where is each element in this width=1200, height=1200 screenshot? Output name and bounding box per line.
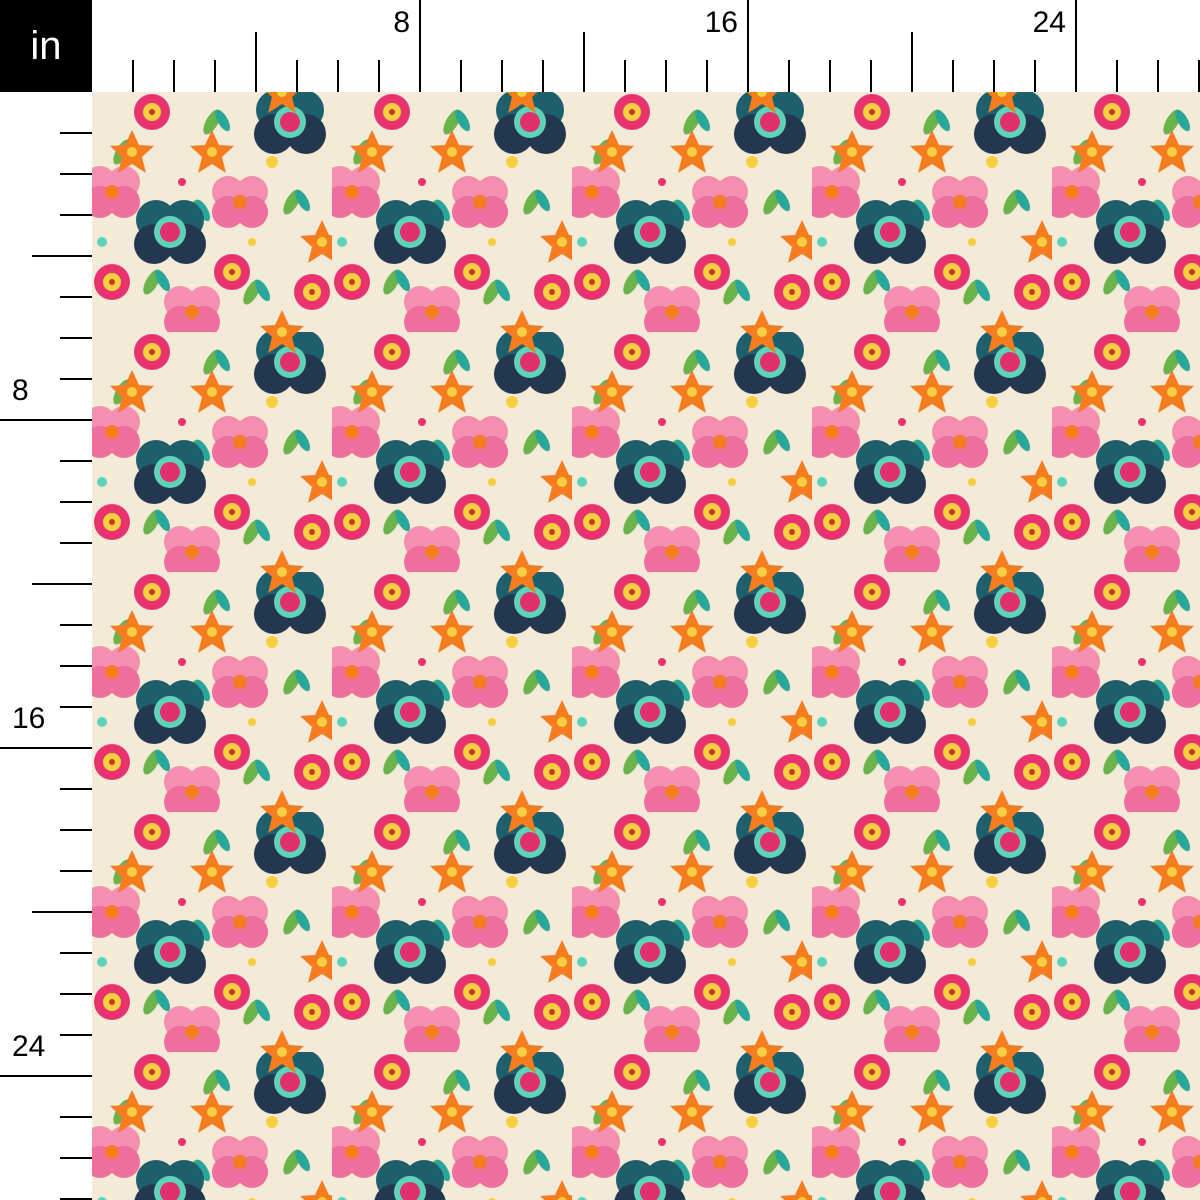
ruler-tick <box>1034 60 1036 92</box>
left-ruler-label: 16 <box>12 702 46 735</box>
ruler-tick <box>60 1116 92 1118</box>
ruler-tick <box>993 60 995 92</box>
left-ruler-label: 24 <box>12 1030 46 1063</box>
ruler-tick <box>542 60 544 92</box>
ruler-tick <box>60 870 92 872</box>
ruler-tick <box>1198 60 1200 92</box>
unit-label: in <box>0 0 92 92</box>
ruler-tick <box>870 60 872 92</box>
ruler-tick <box>1116 60 1118 92</box>
top-ruler-label: 16 <box>704 6 738 39</box>
ruler-tick <box>911 32 913 92</box>
left-ruler-label: 8 <box>12 374 29 407</box>
ruler-tick <box>60 706 92 708</box>
ruler-tick <box>60 665 92 667</box>
ruler-tick <box>60 993 92 995</box>
ruler-tick <box>60 173 92 175</box>
ruler-tick <box>829 60 831 92</box>
fabric-swatch <box>92 92 1200 1200</box>
ruler-tick <box>60 788 92 790</box>
ruler-tick <box>0 419 92 421</box>
ruler-tick <box>60 624 92 626</box>
top-ruler: 8 16 24 <box>92 0 1200 92</box>
ruler-tick <box>60 1198 92 1200</box>
ruler-tick <box>60 829 92 831</box>
ruler-tick <box>60 132 92 134</box>
ruler-tick <box>60 1157 92 1159</box>
ruler-tick <box>788 60 790 92</box>
ruler-tick <box>60 542 92 544</box>
ruler-tick <box>665 60 667 92</box>
ruler-tick <box>60 337 92 339</box>
ruler-tick <box>60 952 92 954</box>
ruler-tick <box>378 60 380 92</box>
ruler-tick <box>296 60 298 92</box>
ruler-tick <box>60 214 92 216</box>
ruler-tick <box>624 60 626 92</box>
ruler-tick <box>337 60 339 92</box>
ruler-tick <box>60 378 92 380</box>
ruler-tick <box>1157 60 1159 92</box>
ruler-tick <box>0 1075 92 1077</box>
ruler-tick <box>0 747 92 749</box>
ruler-tick <box>501 60 503 92</box>
ruler-tick <box>60 501 92 503</box>
top-ruler-label: 8 <box>393 6 410 39</box>
ruler-tick <box>747 0 749 92</box>
ruler-tick <box>60 296 92 298</box>
ruler-tick <box>583 32 585 92</box>
ruler-tick <box>706 60 708 92</box>
ruler-tick <box>32 255 92 257</box>
left-ruler: 8 16 24 <box>0 92 92 1200</box>
ruler-tick <box>173 60 175 92</box>
ruler-tick <box>32 911 92 913</box>
ruler-tick <box>255 32 257 92</box>
ruler-tick <box>60 1034 92 1036</box>
ruler-tick <box>132 60 134 92</box>
ruler-tick <box>1075 0 1077 92</box>
ruler-tick <box>32 583 92 585</box>
top-ruler-label: 24 <box>1032 6 1066 39</box>
floral-pattern <box>92 92 1200 1200</box>
ruler-tick <box>460 60 462 92</box>
ruler-tick <box>952 60 954 92</box>
ruler-tick <box>214 60 216 92</box>
ruler-tick <box>419 0 421 92</box>
ruler-tick <box>60 460 92 462</box>
